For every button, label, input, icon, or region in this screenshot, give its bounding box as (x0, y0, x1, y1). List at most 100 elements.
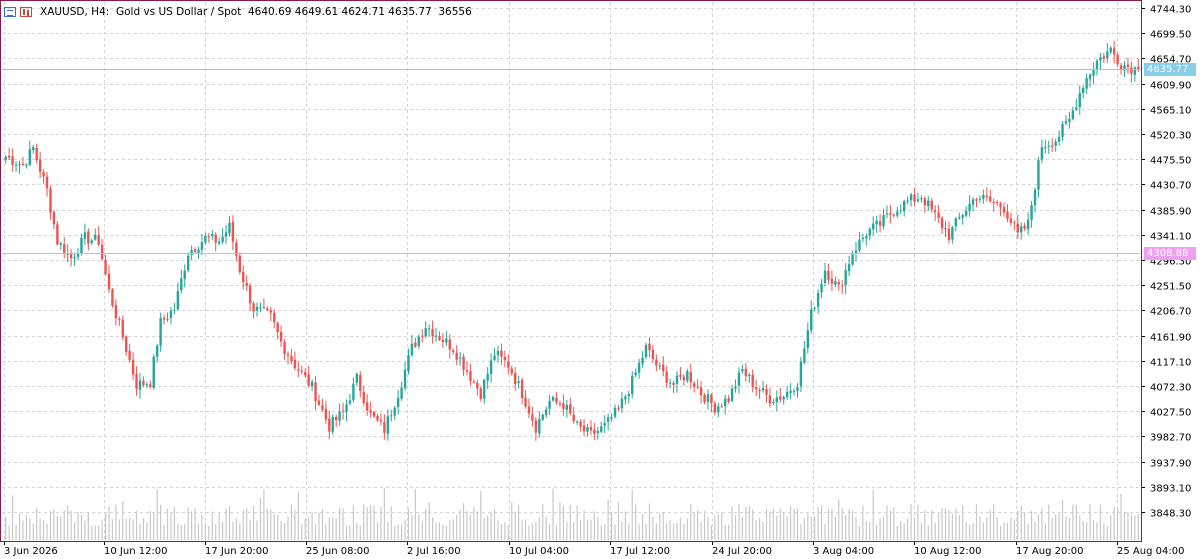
candle-bull (169, 310, 173, 319)
candle-bear (1023, 225, 1026, 229)
candle-bear (531, 414, 534, 421)
price-tick-label: 4341.10 (1150, 232, 1191, 243)
time-tick-label: 17 Jun 20:00 (205, 546, 269, 557)
candle-bear (97, 235, 100, 245)
candle-bull (854, 250, 858, 254)
candle-bull (1078, 93, 1081, 108)
candle-bull (493, 355, 496, 360)
candle-bull (789, 390, 792, 394)
current-price-tag: 4635.77 (1144, 62, 1196, 76)
candle-bull (803, 348, 806, 363)
candle-bull (190, 250, 193, 256)
candle-bear (114, 305, 118, 319)
candle-bull (1075, 107, 1078, 110)
candle-bear (121, 319, 124, 338)
candle-bear (841, 285, 844, 287)
candle-bear (21, 163, 25, 166)
chart-type-icon[interactable] (20, 7, 32, 17)
candle-bull (961, 214, 964, 218)
candle-bear (992, 201, 995, 203)
candle-bear (1137, 66, 1140, 70)
candle-bull (255, 306, 259, 311)
price-tick-label: 4654.70 (1150, 55, 1191, 66)
candle-bear (359, 375, 362, 391)
candle-bear (441, 339, 445, 343)
candle-bear (7, 155, 11, 158)
candle-bear (297, 369, 300, 371)
candle-bear (582, 425, 586, 432)
price-tick-label: 4430.70 (1150, 181, 1191, 192)
candle-bear (63, 244, 66, 254)
candle-bull (197, 249, 200, 253)
candle-bull (544, 409, 548, 416)
price-tick-label: 4520.30 (1150, 131, 1191, 142)
candle-bear (162, 317, 166, 320)
candle-bull (483, 379, 486, 399)
candle-bear (314, 382, 317, 402)
candle-bear (321, 405, 324, 410)
candle-bear (878, 221, 882, 226)
candle-bull (737, 372, 741, 386)
candle-bear (35, 148, 38, 160)
time-tick-label: 25 Aug 04:00 (1117, 546, 1184, 557)
candle-bull (775, 397, 779, 403)
price-tick-label: 4027.50 (1150, 408, 1191, 419)
candle-bear (1116, 54, 1119, 65)
candle-bear (273, 312, 276, 323)
candle-bull (978, 198, 982, 200)
candle-bull (858, 239, 861, 251)
chart-border (0, 0, 1142, 542)
candle-bear (507, 361, 510, 368)
candle-bull (658, 365, 661, 367)
candle-bull (1095, 60, 1099, 70)
level-price-tag: 4308.88 (1144, 246, 1196, 260)
price-tick-label: 4699.50 (1150, 30, 1191, 41)
candle-bear (572, 414, 575, 422)
candle-bull (644, 344, 648, 358)
candle-bull (641, 357, 644, 364)
time-tick-label: 10 Jun 12:00 (104, 546, 168, 557)
candle-bull (403, 369, 407, 389)
candle-bear (231, 221, 235, 242)
candle-bear (376, 415, 379, 421)
candle-bull (427, 328, 431, 330)
candle-bull (906, 200, 909, 202)
candle-bull (772, 402, 775, 404)
candle-bull (1123, 65, 1126, 71)
candle-bull (228, 222, 231, 234)
candle-bull (390, 415, 393, 417)
candle-bear (989, 196, 992, 202)
candle-bear (923, 198, 927, 206)
symbol-list-icon[interactable] (4, 7, 16, 17)
price-tick-label: 4385.90 (1150, 207, 1191, 218)
candle-bull (896, 211, 899, 216)
candle-bull (1106, 51, 1109, 59)
candle-bull (548, 400, 551, 409)
candle-bear (276, 322, 279, 333)
candle-bull (927, 200, 930, 207)
candle-bull (28, 149, 32, 165)
horizontal-lines (2, 69, 1140, 254)
candle-bear (479, 388, 482, 400)
price-tick-label: 4072.30 (1150, 383, 1191, 394)
candle-bull (4, 156, 7, 161)
candle-bull (32, 147, 35, 150)
time-tick-label: 17 Jul 12:00 (610, 546, 670, 557)
candle-bear (455, 352, 458, 360)
candle-bear (372, 412, 376, 417)
candle-bull (820, 283, 823, 293)
candle-bear (779, 396, 782, 400)
candle-bull (538, 419, 541, 434)
candle-bear (104, 259, 107, 275)
candle-bear (913, 194, 916, 202)
candle-bear (465, 369, 469, 372)
candle-bear (892, 214, 896, 216)
candle-bull (741, 369, 744, 372)
candle-bull (551, 397, 555, 401)
candle-bear (937, 212, 940, 219)
candle-bear (379, 419, 383, 422)
candle-bear (476, 382, 479, 389)
candle-bull (173, 309, 176, 311)
candle-bear (1013, 222, 1016, 224)
